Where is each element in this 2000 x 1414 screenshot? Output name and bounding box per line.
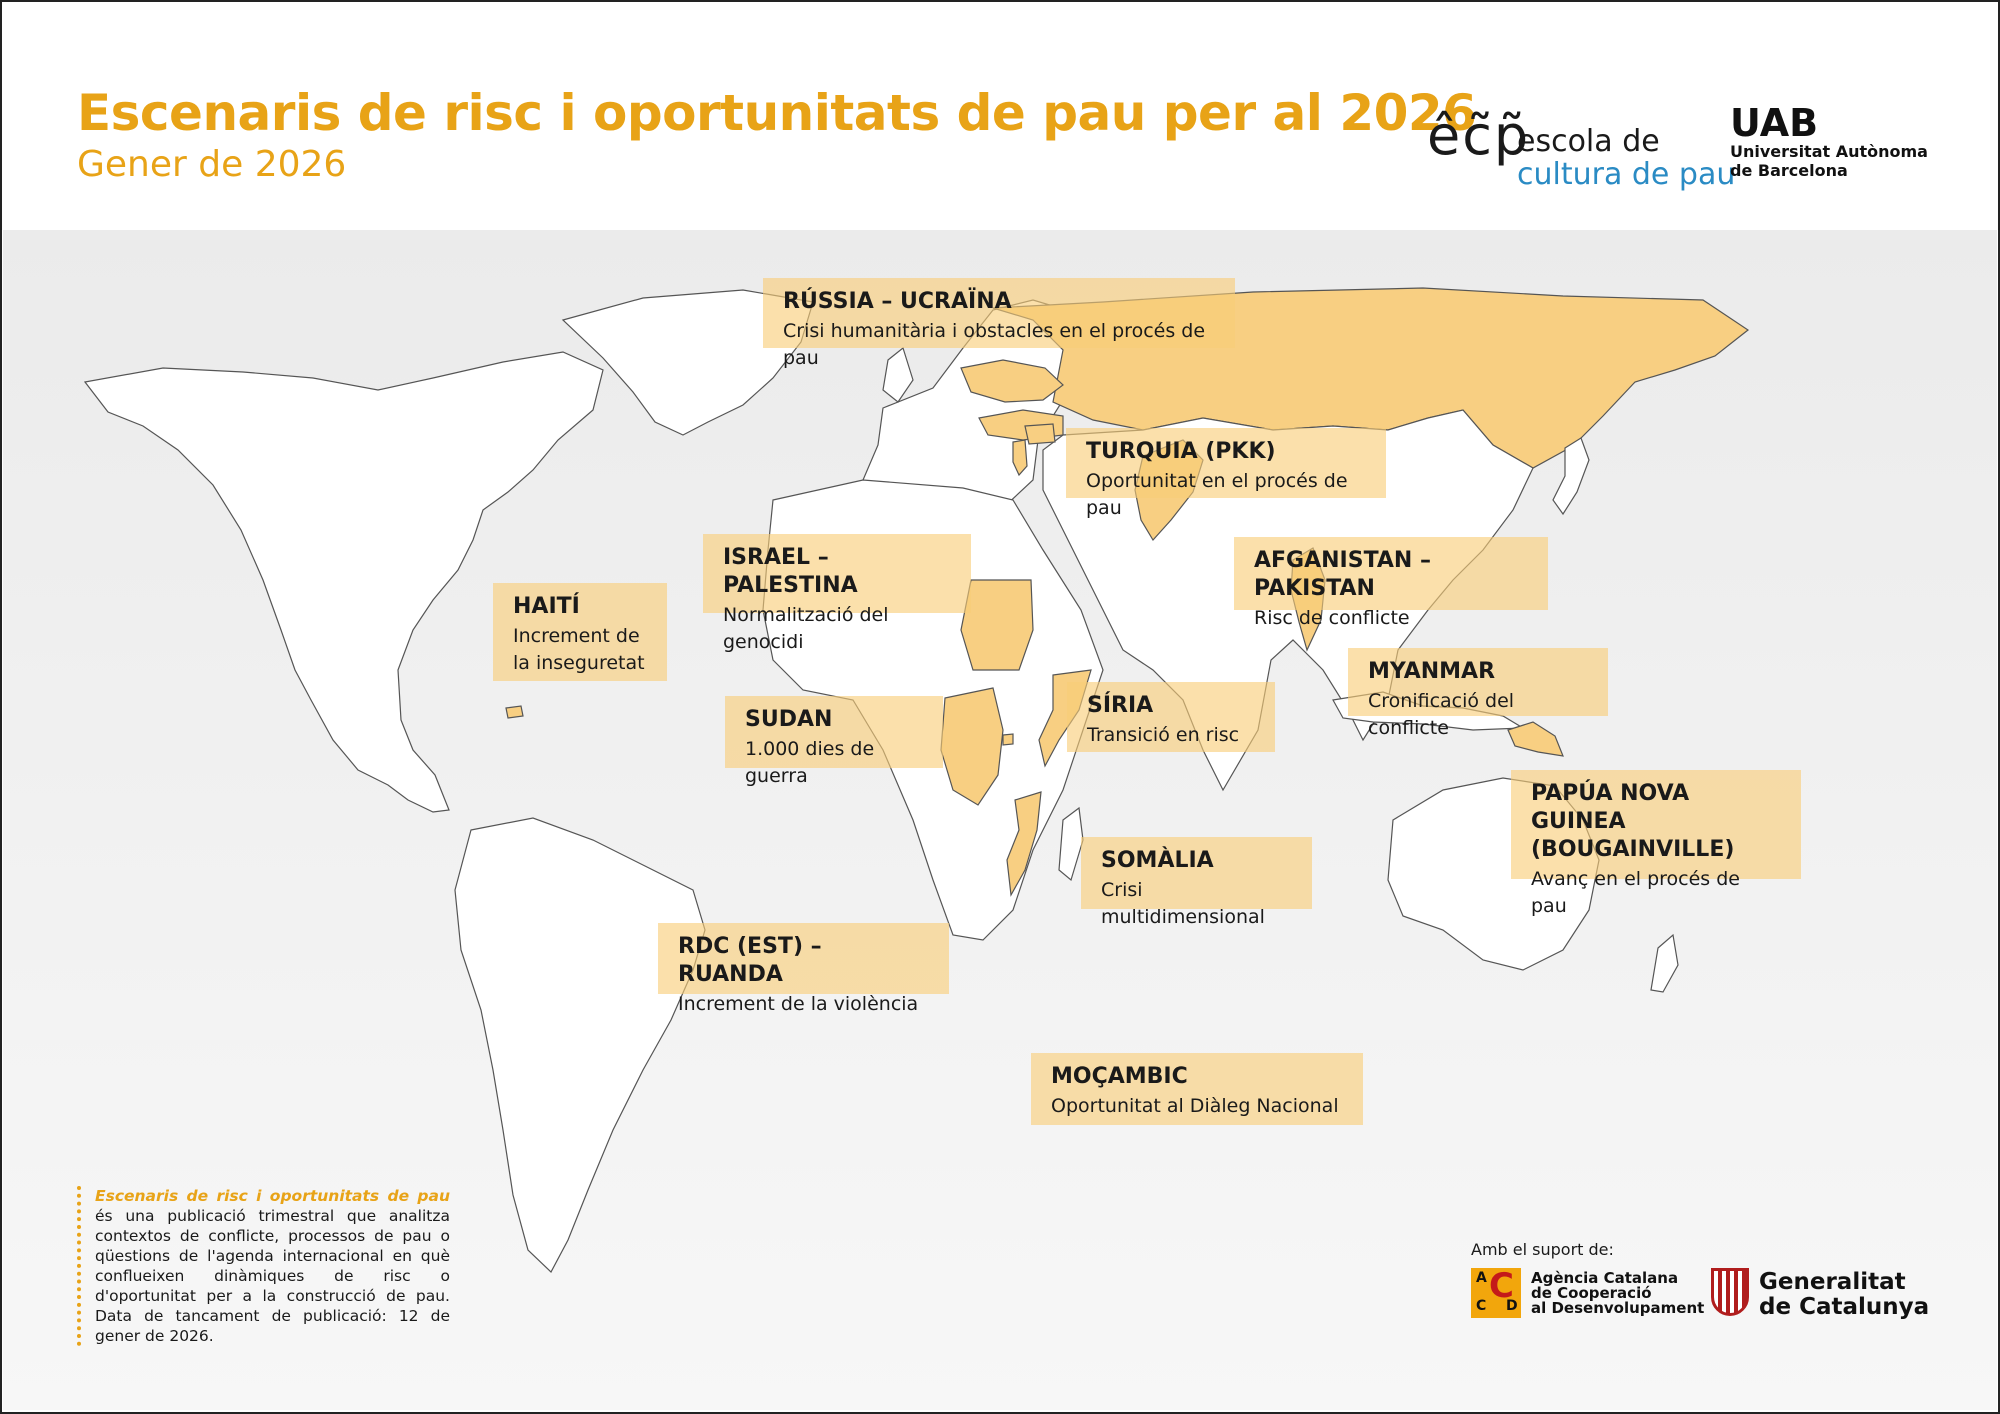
papua-new-guinea-highlight (1507, 721, 1564, 757)
rwanda-highlight (1002, 733, 1014, 746)
greenland-landmass (561, 289, 814, 436)
scenario-description: 1.000 dies de guerra (745, 738, 875, 787)
scenario-title: RDC (EST) – RUANDA (678, 934, 822, 987)
acd-letter-c: C (1476, 1298, 1487, 1314)
haiti-highlight (505, 705, 524, 719)
acd-logo-line1: Agència Catalana (1531, 1269, 1679, 1287)
scenario-title: SOMÀLIA (1101, 848, 1214, 873)
japan-landmass (1552, 437, 1590, 516)
acd-letter-d: D (1506, 1298, 1518, 1314)
scenario-label-turquia: TURQUIA (PKK) Oportunitat en el procés d… (1066, 428, 1386, 519)
scenario-description: Oportunitat al Diàleg Nacional (1051, 1095, 1339, 1117)
acd-logo-line3: al Desenvolupament (1531, 1299, 1705, 1317)
scenario-title: SUDAN (745, 707, 833, 732)
acd-logo-mark: A C C D (1471, 1266, 1521, 1318)
scenario-description: Avanç en el procés de pau (1531, 868, 1740, 917)
scenario-title: MOÇAMBIC (1051, 1064, 1188, 1089)
mozambique-highlight (1006, 791, 1042, 897)
scenario-label-sudan: SUDAN 1.000 dies de guerra (725, 696, 943, 787)
uab-logo-mark: UAB (1730, 101, 1819, 145)
page-title: Escenaris de risc i oportunitats de pau … (77, 84, 1477, 142)
madagascar-landmass (1058, 806, 1084, 882)
scenario-title: SÍRIA (1087, 693, 1154, 718)
scenario-title: ISRAEL – PALESTINA (723, 545, 858, 598)
ecp-logo-line1: escola de (1517, 124, 1660, 159)
acd-logo-line2: de Cooperació (1531, 1284, 1652, 1302)
syria-highlight (1024, 423, 1056, 445)
ecp-logo-mark: êc͂p̃ (1427, 104, 1531, 167)
ukraine-highlight (960, 359, 1064, 403)
scenario-title: RÚSSIA – UCRAÏNA (783, 289, 1012, 314)
scenario-title: AFGANISTAN – PAKISTAN (1254, 548, 1431, 601)
support-label: Amb el suport de: (1471, 1240, 1614, 1259)
uab-logo-line2: de Barcelona (1730, 161, 1848, 180)
scenario-title: HAITÍ (513, 594, 580, 619)
north-america-landmass (83, 351, 604, 813)
scenario-description: Cronificació del conflicte (1368, 690, 1515, 739)
scenario-label-haiti: HAITÍ Increment de la inseguretat (493, 583, 667, 681)
publication-description: és una publicació trimestral que analitz… (95, 1207, 450, 1345)
scenario-title: TURQUIA (PKK) (1086, 439, 1276, 464)
publication-name: Escenaris de risc i oportunitats de pau (95, 1187, 450, 1205)
page-subtitle: Gener de 2026 (77, 144, 347, 185)
sudan-highlight (960, 579, 1034, 671)
scenario-label-israel-palestina: ISRAEL – PALESTINA Normalització del gen… (703, 534, 971, 653)
scenario-description: Crisi humanitària i obstacles en el proc… (783, 320, 1206, 369)
scenario-label-mocambic: MOÇAMBIC Oportunitat al Diàleg Nacional (1031, 1053, 1363, 1125)
scenario-label-rdc-ruanda: RDC (EST) – RUANDA Increment de la violè… (658, 923, 949, 1015)
scenario-description: Transició en risc (1087, 724, 1240, 746)
scenario-label-somalia: SOMÀLIA Crisi multidimensional (1081, 837, 1312, 928)
ecp-logo-line2: cultura de pau (1517, 157, 1736, 192)
scenario-description: Increment de la inseguretat (513, 625, 645, 674)
scenario-description: Oportunitat en el procés de pau (1086, 470, 1348, 519)
drc-highlight (940, 687, 1004, 806)
israel-palestine-highlight (1012, 439, 1028, 477)
scenario-description: Crisi multidimensional (1101, 879, 1265, 928)
scenario-label-siria: SÍRIA Transició en risc (1067, 682, 1275, 752)
uk-landmass (882, 346, 914, 403)
scenario-label-afganistan-pakistan: AFGANISTAN – PAKISTAN Risc de conflicte (1234, 537, 1548, 629)
scenario-description: Normalització del genocidi (723, 604, 889, 653)
generalitat-logo-line2: de Catalunya (1759, 1294, 1930, 1320)
scenario-description: Increment de la violència (678, 993, 919, 1015)
scenario-label-myanmar: MYANMAR Cronificació del conflicte (1348, 648, 1608, 739)
scenario-description: Risc de conflicte (1254, 607, 1410, 629)
uab-logo: UAB Universitat Autònoma de Barcelona (1730, 104, 1928, 180)
generalitat-shield-icon (1711, 1268, 1749, 1316)
scenario-title: PAPÚA NOVA GUINEA (BOUGAINVILLE) (1531, 781, 1735, 862)
scenario-label-russia-ucraina: RÚSSIA – UCRAÏNA Crisi humanitària i obs… (763, 278, 1235, 369)
new-zealand-landmass (1650, 933, 1679, 993)
generalitat-logo-line1: Generalitat (1759, 1269, 1906, 1295)
header: Escenaris de risc i oportunitats de pau … (0, 0, 2000, 230)
acd-logo-text: Agència Catalana de Cooperació al Desenv… (1531, 1271, 1704, 1316)
scenario-title: MYANMAR (1368, 659, 1496, 684)
scenario-label-papua: PAPÚA NOVA GUINEA (BOUGAINVILLE) Avanç e… (1511, 770, 1801, 917)
south-america-landmass (454, 817, 706, 1273)
acd-letter-c-large: C (1489, 1266, 1514, 1306)
generalitat-logo-text: Generalitat de Catalunya (1759, 1270, 1929, 1320)
publication-info: Escenaris de risc i oportunitats de pau … (77, 1186, 450, 1346)
acd-letter-a: A (1476, 1270, 1487, 1286)
uab-logo-line1: Universitat Autònoma (1730, 142, 1928, 161)
